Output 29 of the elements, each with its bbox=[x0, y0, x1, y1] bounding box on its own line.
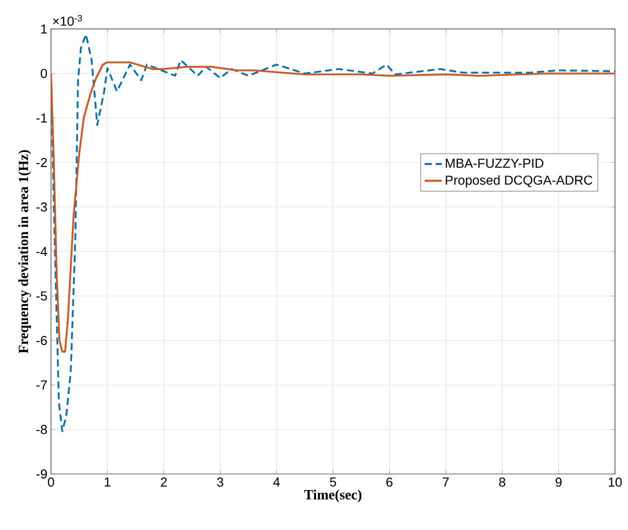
x-tick-label: 9 bbox=[556, 478, 562, 487]
y-tick-label: -2 bbox=[36, 158, 47, 168]
y-tick-label: -1 bbox=[36, 114, 47, 122]
x-tick-label: 4 bbox=[273, 478, 280, 486]
x-tick-label: 6 bbox=[386, 478, 392, 487]
y-tick-label: -5 bbox=[36, 291, 47, 301]
x-tick-label: 10 bbox=[608, 478, 622, 487]
y-tick-label: -6 bbox=[36, 336, 47, 346]
x-tick-label: 8 bbox=[499, 478, 506, 487]
y-tick-label: -9 bbox=[36, 469, 47, 479]
y-tick-label: -4 bbox=[36, 247, 48, 256]
x-tick-label: 1 bbox=[104, 478, 110, 486]
line-series bbox=[51, 33, 616, 432]
legend-label: Proposed DCQGA-ADRC bbox=[446, 175, 592, 188]
line-series bbox=[51, 61, 616, 353]
y-tick-label: 1 bbox=[41, 24, 47, 34]
legend-label: MBA-FUZZY-PID bbox=[446, 158, 544, 168]
y-tick-label: -3 bbox=[36, 202, 47, 212]
x-axis-title: Time(sec) bbox=[304, 490, 362, 502]
x-tick-label: 3 bbox=[217, 478, 224, 487]
text: ×10$^{-3}$ bbox=[53, 14, 82, 26]
y-tick-label: -8 bbox=[36, 424, 47, 434]
y-tick-label: 0 bbox=[40, 68, 47, 78]
x-tick-label: 0 bbox=[48, 478, 54, 487]
x-tick-label: 7 bbox=[442, 478, 449, 486]
x-tick-label: 5 bbox=[330, 478, 336, 487]
x-tick-label: 2 bbox=[160, 478, 167, 487]
y-tick-label: -7 bbox=[36, 380, 47, 390]
y-axis-title: Frequency deviation in area 1(Hz) bbox=[18, 150, 32, 354]
